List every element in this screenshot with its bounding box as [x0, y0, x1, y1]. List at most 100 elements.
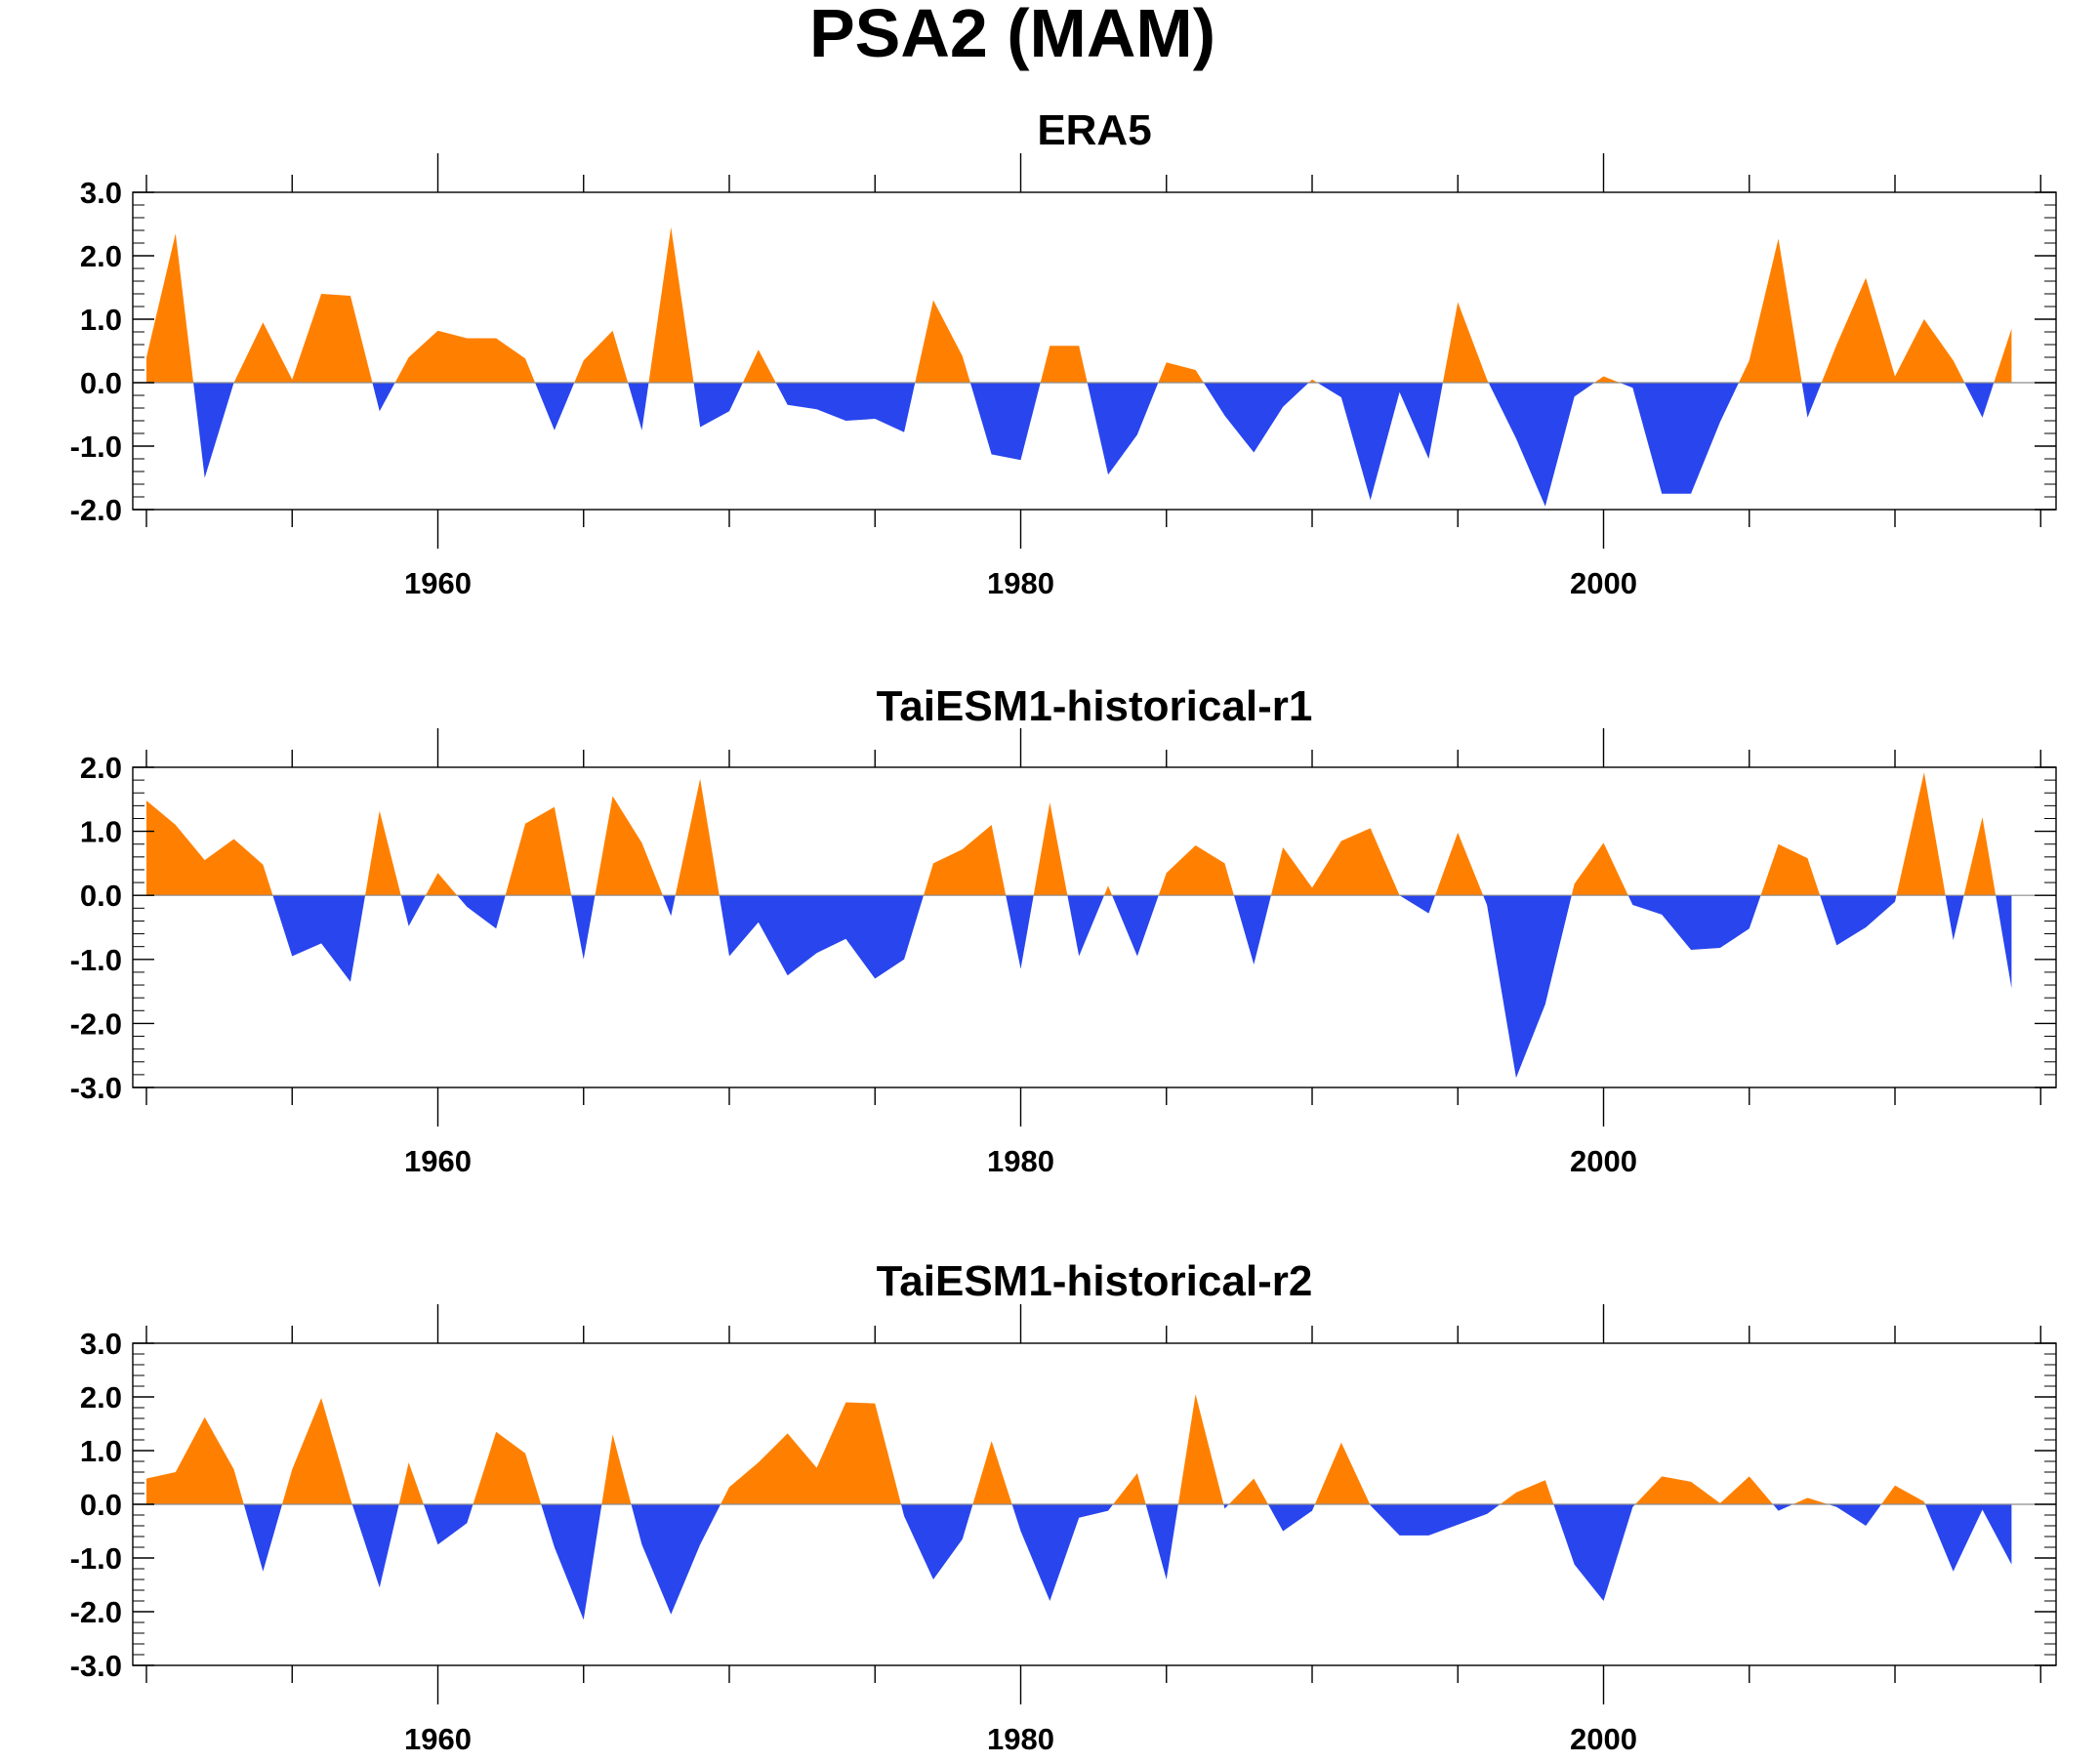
negative-area-era5 — [372, 383, 395, 412]
negative-area-era5 — [193, 383, 234, 478]
positive-area-r1 — [1103, 885, 1113, 896]
y-tick-label: -3.0 — [70, 1071, 122, 1105]
positive-area-era5 — [648, 226, 694, 383]
negative-area-era5 — [1964, 383, 1995, 418]
y-tick-label: -3.0 — [70, 1649, 122, 1683]
x-tick-label: 1980 — [987, 1722, 1054, 1756]
positive-area-r2 — [1881, 1485, 1925, 1504]
negative-area-era5 — [1488, 383, 1595, 507]
x-tick-label: 1960 — [404, 1722, 472, 1756]
panel-era5: ERA5 -2.0 -1.0 0.0 1.0 2.0 3.0 1960 1980 2000 — [70, 106, 2057, 600]
positive-area-r1 — [1896, 772, 1946, 896]
positive-area-r2 — [282, 1398, 352, 1504]
negative-area-r2 — [1925, 1504, 2012, 1572]
y-tick-label: 0.0 — [80, 879, 122, 913]
positive-area-era5 — [394, 330, 536, 383]
negative-area-era5 — [1317, 383, 1443, 501]
x-tick-label: 1960 — [404, 566, 472, 600]
negative-area-r1 — [1820, 895, 1897, 946]
negative-area-r2 — [1370, 1504, 1501, 1536]
positive-area-r1 — [1571, 842, 1628, 896]
positive-area-r1 — [1760, 843, 1821, 896]
y-tick-label: -1.0 — [70, 943, 122, 977]
positive-area-era5 — [233, 294, 373, 383]
panel-r1: TaiESM1-historical-r1 -3.0 -2.0 -1.0 0.0 1.0… — [70, 682, 2057, 1178]
negative-area-r2 — [1267, 1504, 1315, 1532]
x-tick-label: 1980 — [987, 566, 1054, 600]
plot-frame — [132, 766, 2057, 1088]
positive-area-r1 — [1033, 802, 1068, 896]
negative-area-r2 — [1553, 1504, 1635, 1601]
negative-area-era5 — [775, 383, 916, 432]
y-tick-label: 1.0 — [80, 303, 122, 337]
positive-area-era5 — [1442, 302, 1489, 383]
positive-area-r2 — [1228, 1478, 1268, 1504]
y-tick-label: 1.0 — [80, 815, 122, 849]
positive-area-r2 — [1634, 1476, 1773, 1504]
x-tick-label: 1960 — [404, 1144, 472, 1178]
negative-area-era5 — [1203, 383, 1309, 453]
negative-area-r1 — [1483, 895, 1572, 1079]
plot-r2: -3.0 -2.0 -1.0 0.0 1.0 2.0 3.0 1960 1980 2000 — [70, 1304, 2057, 1756]
panel-title-r2: TaiESM1-historical-r2 — [877, 1257, 1313, 1305]
positive-area-era5 — [915, 300, 970, 383]
positive-area-r1 — [365, 810, 401, 896]
plot-r1: -3.0 -2.0 -1.0 0.0 1.0 2.0 1960 1980 2000 — [70, 728, 2057, 1178]
y-tick-label: 0.0 — [80, 1488, 122, 1522]
negative-area-r1 — [1233, 895, 1271, 965]
negative-area-era5 — [628, 383, 649, 430]
panel-title-era5: ERA5 — [1037, 106, 1151, 154]
negative-area-r1 — [571, 895, 596, 960]
negative-area-era5 — [1087, 383, 1159, 475]
positive-area-r2 — [1792, 1497, 1829, 1504]
negative-area-r2 — [351, 1504, 399, 1588]
plot-frame — [132, 191, 2057, 511]
negative-area-r2 — [541, 1504, 602, 1620]
positive-area-r2 — [1500, 1480, 1554, 1504]
negative-area-r1 — [1112, 895, 1159, 957]
y-tick-label: -2.0 — [70, 1006, 122, 1041]
x-tick-label: 2000 — [1570, 1144, 1637, 1178]
positive-area-r1 — [1435, 832, 1484, 896]
negative-area-era5 — [535, 383, 575, 430]
positive-area-r2 — [972, 1441, 1012, 1504]
negative-area-r1 — [457, 895, 506, 929]
negative-area-r2 — [243, 1504, 283, 1572]
positive-area-era5 — [146, 233, 194, 383]
negative-area-r2 — [1011, 1504, 1114, 1601]
negative-area-r1 — [1006, 895, 1034, 969]
y-tick-label: 1.0 — [80, 1434, 122, 1468]
panel-title-r1: TaiESM1-historical-r1 — [877, 682, 1313, 730]
positive-area-era5 — [742, 349, 776, 383]
positive-area-r1 — [505, 806, 572, 896]
negative-area-r1 — [1945, 895, 1964, 941]
negative-area-r1 — [1067, 895, 1104, 957]
negative-area-era5 — [693, 383, 743, 428]
positive-area-r1 — [1158, 845, 1234, 896]
x-tick-label: 1980 — [987, 1144, 1054, 1178]
y-tick-label: 3.0 — [80, 176, 122, 210]
positive-area-era5 — [1821, 277, 1965, 383]
y-tick-label: 0.0 — [80, 366, 122, 400]
negative-area-r2 — [631, 1504, 721, 1615]
positive-area-era5 — [574, 330, 629, 383]
positive-area-r2 — [721, 1402, 901, 1504]
positive-area-r2 — [1314, 1442, 1371, 1504]
y-tick-label: 2.0 — [80, 751, 122, 785]
positive-area-era5 — [1738, 238, 1802, 383]
panel-r2: TaiESM1-historical-r2 -3.0 -2.0 -1.0 0.0 1.0… — [70, 1257, 2057, 1756]
positive-area-r1 — [146, 800, 273, 896]
negative-area-r2 — [1145, 1504, 1178, 1579]
positive-area-r2 — [473, 1431, 542, 1504]
y-tick-label: -1.0 — [70, 430, 122, 464]
x-tick-label: 2000 — [1570, 1722, 1637, 1756]
positive-area-era5 — [1994, 328, 2012, 383]
positive-area-r1 — [595, 796, 663, 896]
negative-area-r1 — [662, 895, 676, 917]
positive-area-r1 — [425, 873, 458, 896]
positive-area-r1 — [675, 778, 720, 896]
negative-area-r1 — [719, 895, 924, 979]
positive-area-era5 — [1308, 379, 1318, 383]
x-tick-label: 2000 — [1570, 566, 1637, 600]
negative-area-era5 — [1801, 383, 1822, 418]
